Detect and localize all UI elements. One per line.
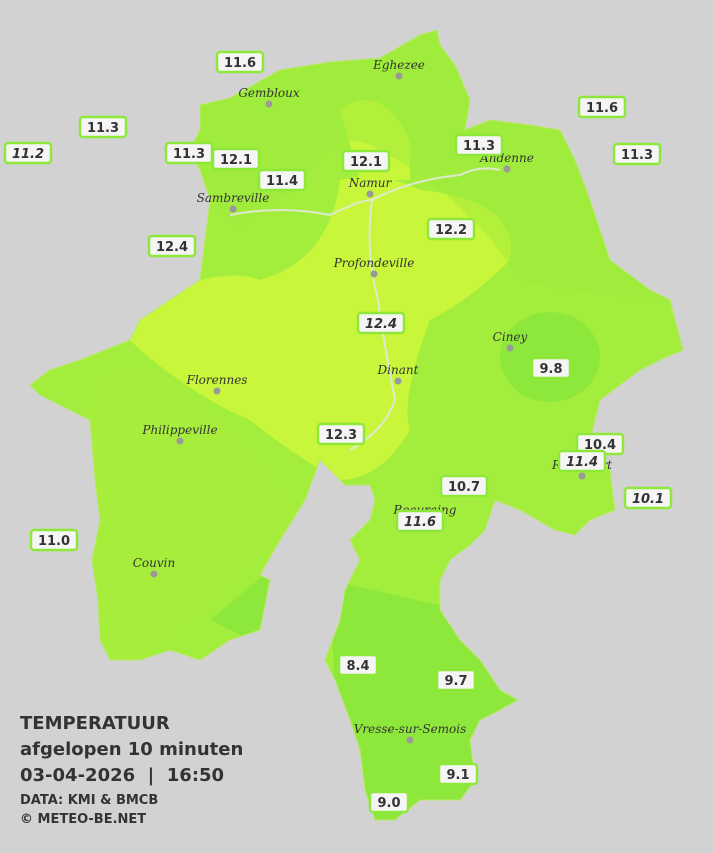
city-dot bbox=[395, 72, 403, 80]
station-value: 12.4 bbox=[365, 317, 397, 332]
station-value: 11.6 bbox=[404, 515, 436, 530]
city-label: Eghezee bbox=[372, 58, 425, 72]
station-value: 10.1 bbox=[632, 492, 664, 507]
city-label: Florennes bbox=[186, 373, 248, 387]
station-value: 9.7 bbox=[444, 674, 467, 689]
city-dot bbox=[578, 472, 586, 480]
station-value: 12.1 bbox=[220, 153, 252, 168]
city-label: Philippeville bbox=[141, 423, 217, 437]
station-value: 12.2 bbox=[435, 223, 467, 238]
city-dot bbox=[213, 387, 221, 395]
station-box bbox=[29, 528, 79, 552]
station-value: 11.0 bbox=[38, 534, 70, 549]
station-value: 12.1 bbox=[350, 155, 382, 170]
station-value: 11.6 bbox=[224, 56, 256, 71]
river bbox=[229, 167, 501, 451]
city-label: Ciney bbox=[493, 330, 528, 344]
city-label: Sambreville bbox=[197, 191, 270, 205]
city-dot bbox=[370, 270, 378, 278]
subtitle: afgelopen 10 minuten bbox=[20, 739, 243, 760]
city-dot bbox=[229, 205, 237, 213]
city-dot bbox=[265, 100, 273, 108]
station-box bbox=[316, 422, 366, 446]
station-box bbox=[530, 356, 572, 380]
station-box bbox=[395, 509, 445, 533]
station-value: 12.3 bbox=[325, 428, 357, 443]
station-box bbox=[623, 486, 673, 510]
station-value: 11.3 bbox=[173, 147, 205, 162]
station-value: 9.8 bbox=[539, 362, 562, 377]
station-box bbox=[356, 311, 406, 335]
station-box bbox=[341, 149, 391, 173]
city-dot bbox=[394, 377, 402, 385]
station-box bbox=[257, 168, 307, 192]
station-value: 10.4 bbox=[584, 438, 616, 453]
station-value: 11.2 bbox=[12, 147, 44, 162]
station-value: 11.3 bbox=[87, 121, 119, 136]
title: TEMPERATUUR bbox=[20, 713, 170, 734]
station-value: 11.4 bbox=[266, 174, 298, 189]
station-value: 9.1 bbox=[446, 768, 469, 783]
source: DATA: KMI & BMCB bbox=[20, 793, 158, 808]
city-dot bbox=[150, 570, 158, 578]
station-box bbox=[211, 147, 261, 171]
station-value: 12.4 bbox=[156, 240, 188, 255]
timestamp: 03-04-2026 | 16:50 bbox=[20, 765, 224, 786]
station-box bbox=[577, 95, 627, 119]
station-box bbox=[426, 217, 476, 241]
station-value: 8.4 bbox=[346, 659, 369, 674]
station-box bbox=[557, 449, 607, 473]
city-label: Couvin bbox=[133, 556, 175, 570]
city-label: Namur bbox=[348, 176, 393, 190]
credit: © METEO-BE.NET bbox=[20, 812, 146, 827]
station-value: 11.3 bbox=[621, 148, 653, 163]
station-value: 9.0 bbox=[377, 796, 400, 811]
station-box bbox=[368, 790, 410, 814]
city-dot bbox=[366, 190, 374, 198]
station-value: 11.4 bbox=[566, 455, 598, 470]
station-box bbox=[215, 50, 265, 74]
station-box bbox=[147, 234, 197, 258]
city-dot bbox=[176, 437, 184, 445]
station-value: 11.3 bbox=[463, 139, 495, 154]
city-label: Profondeville bbox=[333, 256, 415, 270]
station-box bbox=[78, 115, 128, 139]
city-label: Dinant bbox=[377, 363, 419, 377]
station-value: 10.7 bbox=[448, 480, 480, 495]
city-label: Vresse-sur-Semois bbox=[354, 722, 467, 736]
station-box bbox=[3, 141, 53, 165]
station-box bbox=[337, 653, 379, 677]
station-box bbox=[454, 133, 504, 157]
station-box bbox=[612, 142, 662, 166]
city-dot bbox=[503, 165, 511, 173]
city-label: Gembloux bbox=[238, 86, 300, 100]
station-box bbox=[437, 762, 479, 786]
station-box bbox=[435, 668, 477, 692]
station-value: 11.6 bbox=[586, 101, 618, 116]
station-box bbox=[439, 474, 489, 498]
city-dot bbox=[406, 736, 414, 744]
city-dot bbox=[506, 344, 514, 352]
